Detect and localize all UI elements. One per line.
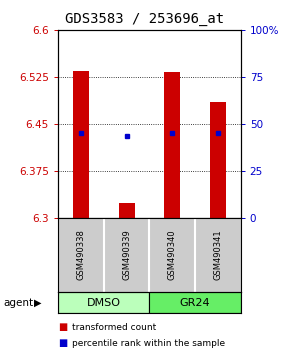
Text: GSM490340: GSM490340 [168,229,177,280]
Text: GSM490339: GSM490339 [122,229,131,280]
Text: GR24: GR24 [180,298,210,308]
Text: ■: ■ [58,322,67,332]
Text: GSM490341: GSM490341 [213,229,222,280]
Text: agent: agent [3,298,33,308]
Bar [73,71,89,218]
Bar [210,102,226,218]
Text: percentile rank within the sample: percentile rank within the sample [72,339,226,348]
Text: transformed count: transformed count [72,323,157,332]
Bar [119,203,135,218]
Bar [164,72,180,218]
Text: ▶: ▶ [34,298,41,308]
Bar [58,292,149,313]
Text: ■: ■ [58,338,67,348]
Text: GSM490338: GSM490338 [76,229,85,280]
Text: GDS3583 / 253696_at: GDS3583 / 253696_at [66,12,224,27]
Bar [149,292,241,313]
Text: DMSO: DMSO [87,298,121,308]
